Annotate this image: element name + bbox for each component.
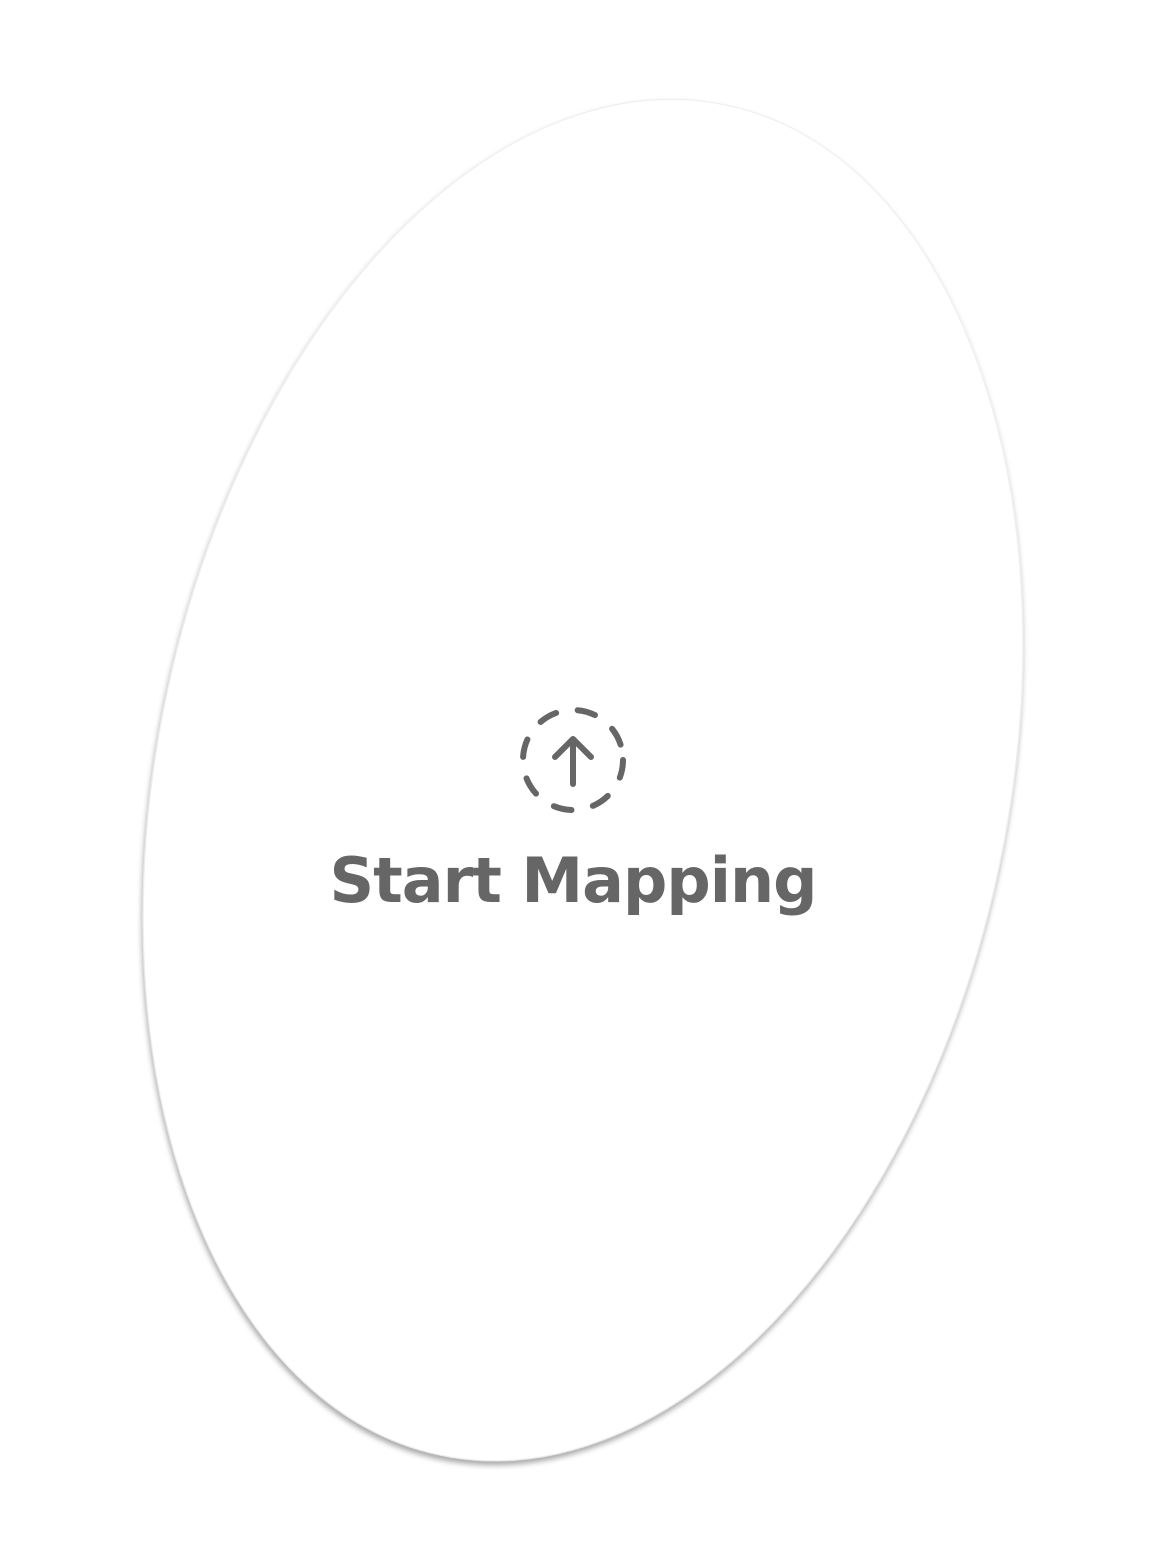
start-mapping-button[interactable]: Start Mapping	[330, 690, 818, 940]
upload-circle-dashed-icon	[520, 707, 626, 813]
start-mapping-label: Start Mapping	[329, 844, 818, 917]
